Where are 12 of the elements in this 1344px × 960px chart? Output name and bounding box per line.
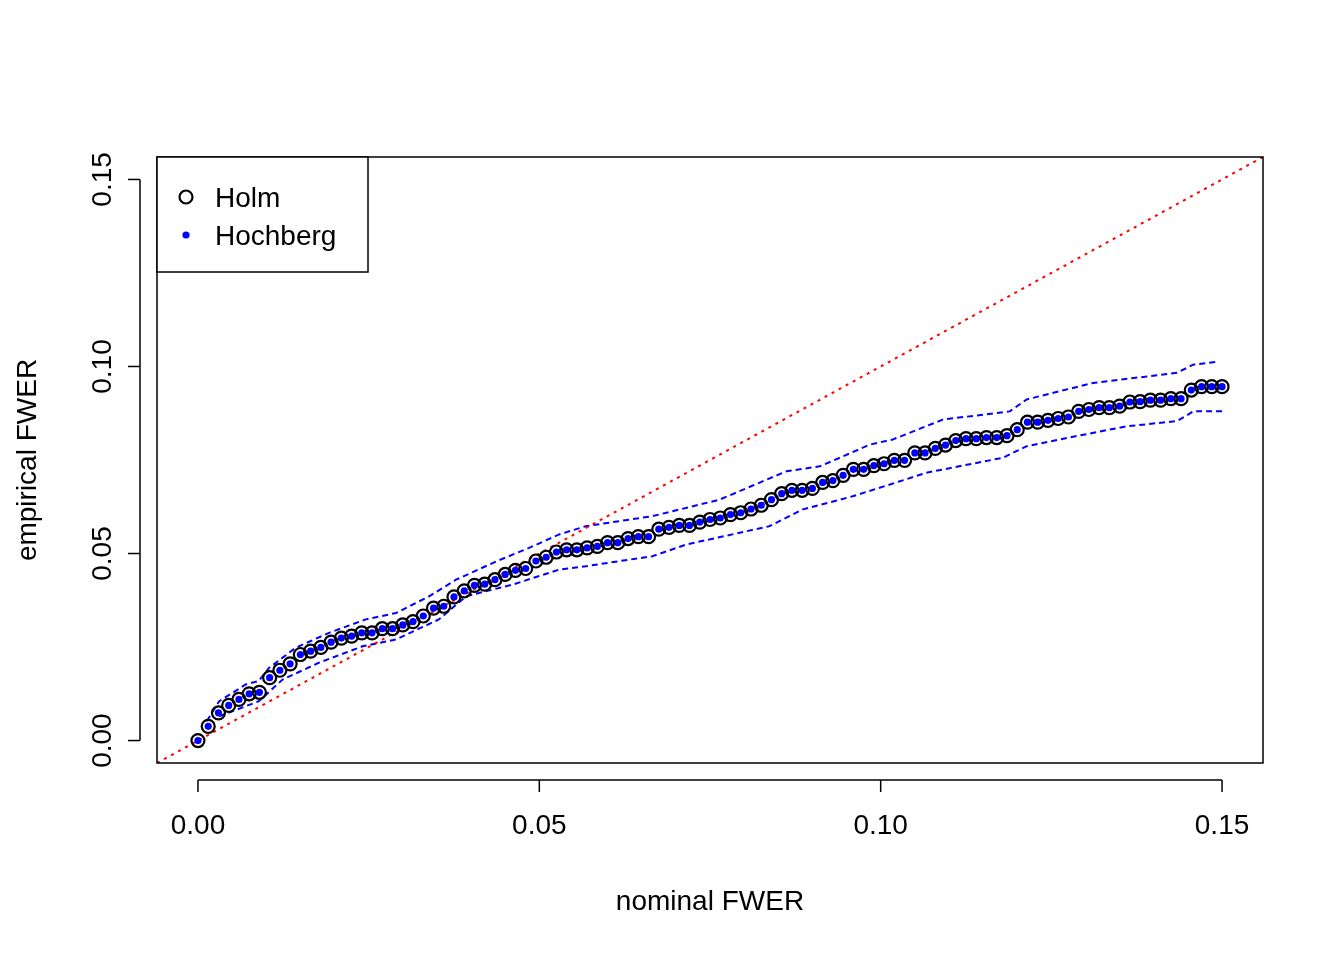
y-tick-label: 0.05 <box>86 526 117 581</box>
y-axis-title: empirical FWER <box>11 358 42 562</box>
x-tick-label: 0.05 <box>512 809 567 840</box>
x-tick-label: 0.00 <box>170 809 226 840</box>
legend-label: Hochberg <box>215 220 337 251</box>
x-tick-label: 0.10 <box>853 809 908 840</box>
y-tick-label: 0.10 <box>86 339 117 394</box>
x-axis-title: nominal FWER <box>615 885 805 916</box>
y-tick-label: 0.00 <box>86 713 117 768</box>
legend-label: Holm <box>215 182 281 213</box>
y-tick-label: 0.15 <box>86 152 117 207</box>
x-tick-label: 0.15 <box>1194 809 1250 840</box>
